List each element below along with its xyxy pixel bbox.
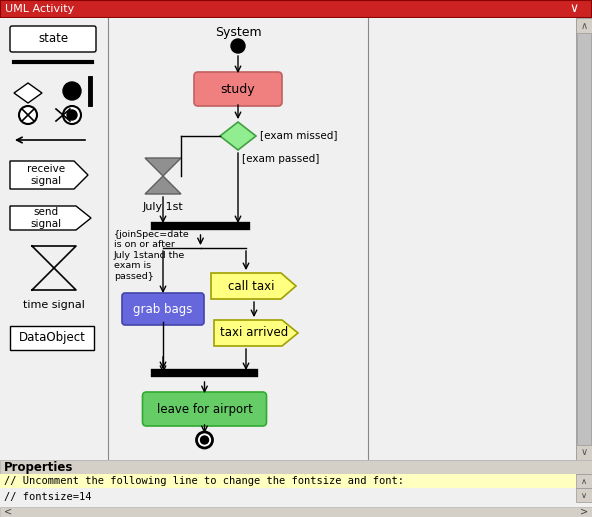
Text: ∧: ∧ xyxy=(581,477,587,485)
Text: send
signal: send signal xyxy=(30,207,62,229)
Circle shape xyxy=(231,39,245,53)
Text: grab bags: grab bags xyxy=(133,302,192,315)
Bar xyxy=(576,488,592,502)
Text: taxi arrived: taxi arrived xyxy=(220,327,288,340)
Circle shape xyxy=(197,432,213,448)
Bar xyxy=(0,18,108,460)
FancyBboxPatch shape xyxy=(576,0,592,18)
FancyBboxPatch shape xyxy=(0,0,592,18)
Polygon shape xyxy=(145,176,181,194)
Circle shape xyxy=(19,106,37,124)
Text: ∨: ∨ xyxy=(580,447,588,457)
Text: <: < xyxy=(4,507,12,517)
Text: UML Activity: UML Activity xyxy=(5,4,74,14)
Polygon shape xyxy=(220,122,256,150)
Text: >: > xyxy=(580,507,588,517)
Text: Properties: Properties xyxy=(4,461,73,474)
Text: state: state xyxy=(38,33,68,45)
Text: System: System xyxy=(215,26,261,39)
Text: // Uncomment the following line to change the fontsize and font:: // Uncomment the following line to chang… xyxy=(4,476,404,486)
Text: [exam missed]: [exam missed] xyxy=(260,130,337,140)
Text: DataObject: DataObject xyxy=(18,331,85,344)
Bar xyxy=(0,474,576,488)
Circle shape xyxy=(67,110,77,120)
Text: // fontsize=14: // fontsize=14 xyxy=(4,492,92,502)
Text: leave for airport: leave for airport xyxy=(156,403,252,416)
Text: ∨: ∨ xyxy=(581,491,587,499)
Bar xyxy=(0,460,592,474)
Circle shape xyxy=(63,82,81,100)
FancyBboxPatch shape xyxy=(10,26,96,52)
Bar xyxy=(0,507,592,517)
Text: July 1st: July 1st xyxy=(143,202,184,212)
Bar xyxy=(577,33,591,445)
Bar xyxy=(576,474,592,488)
Polygon shape xyxy=(14,83,42,103)
Text: study: study xyxy=(221,83,255,96)
Circle shape xyxy=(63,106,81,124)
FancyBboxPatch shape xyxy=(143,392,266,426)
Bar xyxy=(576,18,592,460)
Polygon shape xyxy=(10,161,88,189)
FancyBboxPatch shape xyxy=(10,326,94,350)
Text: call taxi: call taxi xyxy=(228,280,274,293)
Text: ∧: ∧ xyxy=(580,21,588,31)
Polygon shape xyxy=(214,320,298,346)
Text: [exam passed]: [exam passed] xyxy=(242,154,319,164)
FancyBboxPatch shape xyxy=(122,293,204,325)
Text: {joinSpec=date
is on or after
July 1stand the
exam is
passed}: {joinSpec=date is on or after July 1stan… xyxy=(114,230,190,281)
FancyBboxPatch shape xyxy=(194,72,282,106)
Text: receive
signal: receive signal xyxy=(27,164,65,186)
Polygon shape xyxy=(211,273,296,299)
Polygon shape xyxy=(10,206,91,230)
Text: ∨: ∨ xyxy=(570,3,578,16)
Polygon shape xyxy=(145,158,181,176)
Circle shape xyxy=(201,436,208,444)
Text: time signal: time signal xyxy=(23,300,85,310)
